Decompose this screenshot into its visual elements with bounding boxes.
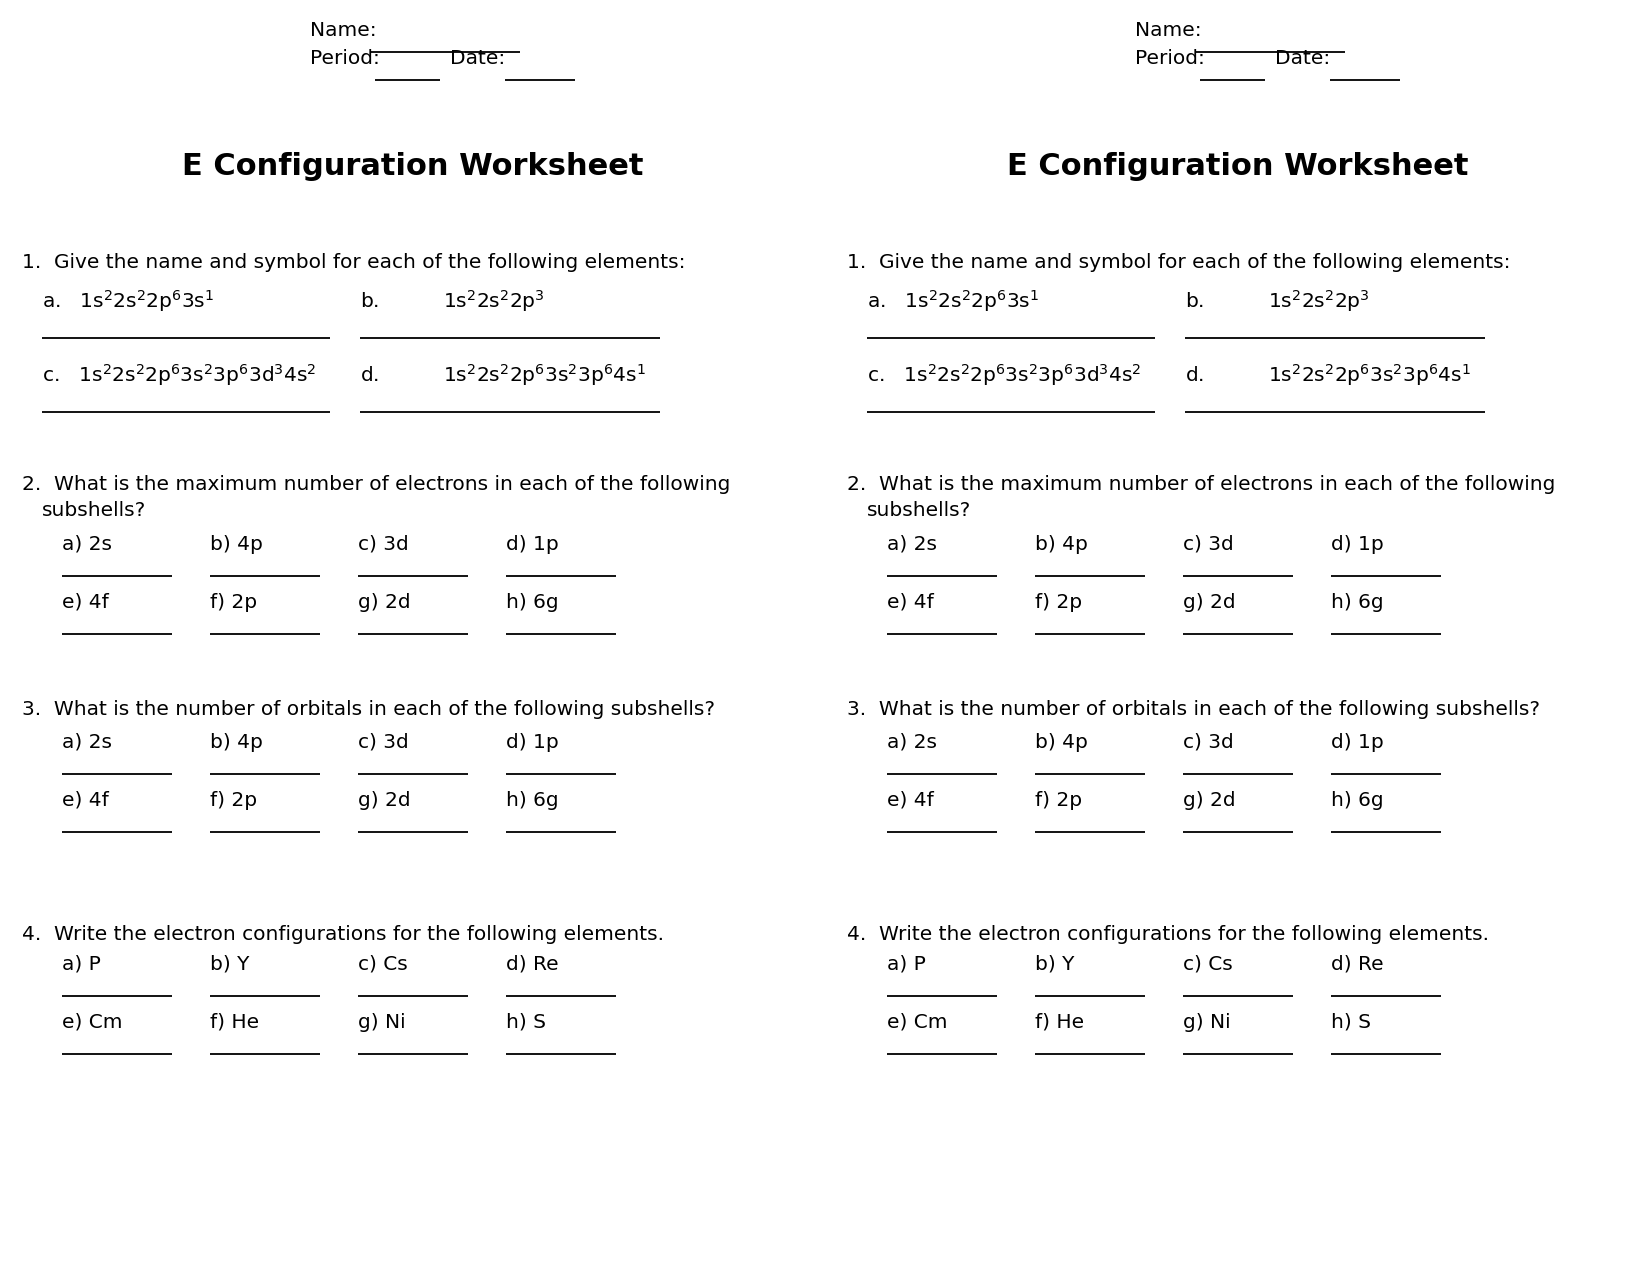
Text: e) Cm: e) Cm: [888, 1014, 947, 1031]
Text: h) S: h) S: [1332, 1014, 1371, 1031]
Text: d) 1p: d) 1p: [1332, 536, 1384, 555]
Text: g) 2d: g) 2d: [1183, 790, 1236, 810]
Text: g) 2d: g) 2d: [358, 790, 411, 810]
Text: g) 2d: g) 2d: [1183, 593, 1236, 612]
Text: Name:: Name:: [1135, 20, 1201, 40]
Text: a) 2s: a) 2s: [63, 536, 112, 555]
Text: b) Y: b) Y: [1035, 955, 1074, 974]
Text: c) Cs: c) Cs: [358, 955, 408, 974]
Text: e) 4f: e) 4f: [888, 790, 934, 810]
Text: E Configuration Worksheet: E Configuration Worksheet: [1006, 152, 1468, 181]
Text: g) Ni: g) Ni: [1183, 1014, 1231, 1031]
Text: h) 6g: h) 6g: [1332, 593, 1384, 612]
Text: a) 2s: a) 2s: [888, 536, 937, 555]
Text: d) 1p: d) 1p: [507, 536, 559, 555]
Text: h) 6g: h) 6g: [1332, 790, 1384, 810]
Text: Name:: Name:: [310, 20, 376, 40]
Text: c) 3d: c) 3d: [358, 536, 409, 555]
Text: Period:: Period:: [310, 48, 380, 68]
Text: 2.  What is the maximum number of electrons in each of the following: 2. What is the maximum number of electro…: [21, 476, 731, 493]
Text: E Configuration Worksheet: E Configuration Worksheet: [182, 152, 644, 181]
Text: e) 4f: e) 4f: [888, 593, 934, 612]
Text: d.          $\mathregular{1s^22s^22p^63s^23p^64s^1}$: d. $\mathregular{1s^22s^22p^63s^23p^64s^…: [360, 362, 645, 388]
Text: b.          $\mathregular{1s^22s^22p^3}$: b. $\mathregular{1s^22s^22p^3}$: [1185, 288, 1370, 314]
Text: e) 4f: e) 4f: [63, 790, 109, 810]
Text: a.   $\mathregular{1s^22s^22p^63s^1}$: a. $\mathregular{1s^22s^22p^63s^1}$: [41, 288, 215, 314]
Text: 3.  What is the number of orbitals in each of the following subshells?: 3. What is the number of orbitals in eac…: [846, 700, 1539, 719]
Text: Date:: Date:: [450, 48, 505, 68]
Text: d) Re: d) Re: [1332, 955, 1384, 974]
Text: c) 3d: c) 3d: [358, 733, 409, 752]
Text: c.   $\mathregular{1s^22s^22p^63s^23p^63d^34s^2}$: c. $\mathregular{1s^22s^22p^63s^23p^63d^…: [866, 362, 1142, 388]
Text: f) He: f) He: [1035, 1014, 1084, 1031]
Text: c) Cs: c) Cs: [1183, 955, 1233, 974]
Text: 2.  What is the maximum number of electrons in each of the following: 2. What is the maximum number of electro…: [846, 476, 1556, 493]
Text: d) 1p: d) 1p: [1332, 733, 1384, 752]
Text: e) Cm: e) Cm: [63, 1014, 122, 1031]
Text: f) 2p: f) 2p: [1035, 593, 1082, 612]
Text: 4.  Write the electron configurations for the following elements.: 4. Write the electron configurations for…: [21, 924, 663, 944]
Text: b.          $\mathregular{1s^22s^22p^3}$: b. $\mathregular{1s^22s^22p^3}$: [360, 288, 544, 314]
Text: h) S: h) S: [507, 1014, 546, 1031]
Text: b) 4p: b) 4p: [210, 733, 262, 752]
Text: c) 3d: c) 3d: [1183, 536, 1234, 555]
Text: 4.  Write the electron configurations for the following elements.: 4. Write the electron configurations for…: [846, 924, 1488, 944]
Text: Period:: Period:: [1135, 48, 1204, 68]
Text: h) 6g: h) 6g: [507, 790, 559, 810]
Text: f) 2p: f) 2p: [1035, 790, 1082, 810]
Text: b) 4p: b) 4p: [1035, 733, 1087, 752]
Text: c) 3d: c) 3d: [1183, 733, 1234, 752]
Text: g) Ni: g) Ni: [358, 1014, 406, 1031]
Text: b) 4p: b) 4p: [210, 536, 262, 555]
Text: c.   $\mathregular{1s^22s^22p^63s^23p^63d^34s^2}$: c. $\mathregular{1s^22s^22p^63s^23p^63d^…: [41, 362, 317, 388]
Text: d) Re: d) Re: [507, 955, 559, 974]
Text: 3.  What is the number of orbitals in each of the following subshells?: 3. What is the number of orbitals in eac…: [21, 700, 714, 719]
Text: Date:: Date:: [1275, 48, 1330, 68]
Text: d.          $\mathregular{1s^22s^22p^63s^23p^64s^1}$: d. $\mathregular{1s^22s^22p^63s^23p^64s^…: [1185, 362, 1470, 388]
Text: g) 2d: g) 2d: [358, 593, 411, 612]
Text: b) Y: b) Y: [210, 955, 249, 974]
Text: a) P: a) P: [63, 955, 101, 974]
Text: d) 1p: d) 1p: [507, 733, 559, 752]
Text: subshells?: subshells?: [41, 501, 147, 520]
Text: f) 2p: f) 2p: [210, 593, 257, 612]
Text: a) P: a) P: [888, 955, 926, 974]
Text: f) He: f) He: [210, 1014, 259, 1031]
Text: 1.  Give the name and symbol for each of the following elements:: 1. Give the name and symbol for each of …: [846, 252, 1510, 272]
Text: f) 2p: f) 2p: [210, 790, 257, 810]
Text: e) 4f: e) 4f: [63, 593, 109, 612]
Text: 1.  Give the name and symbol for each of the following elements:: 1. Give the name and symbol for each of …: [21, 252, 685, 272]
Text: h) 6g: h) 6g: [507, 593, 559, 612]
Text: b) 4p: b) 4p: [1035, 536, 1087, 555]
Text: a) 2s: a) 2s: [888, 733, 937, 752]
Text: a) 2s: a) 2s: [63, 733, 112, 752]
Text: a.   $\mathregular{1s^22s^22p^63s^1}$: a. $\mathregular{1s^22s^22p^63s^1}$: [866, 288, 1040, 314]
Text: subshells?: subshells?: [866, 501, 972, 520]
